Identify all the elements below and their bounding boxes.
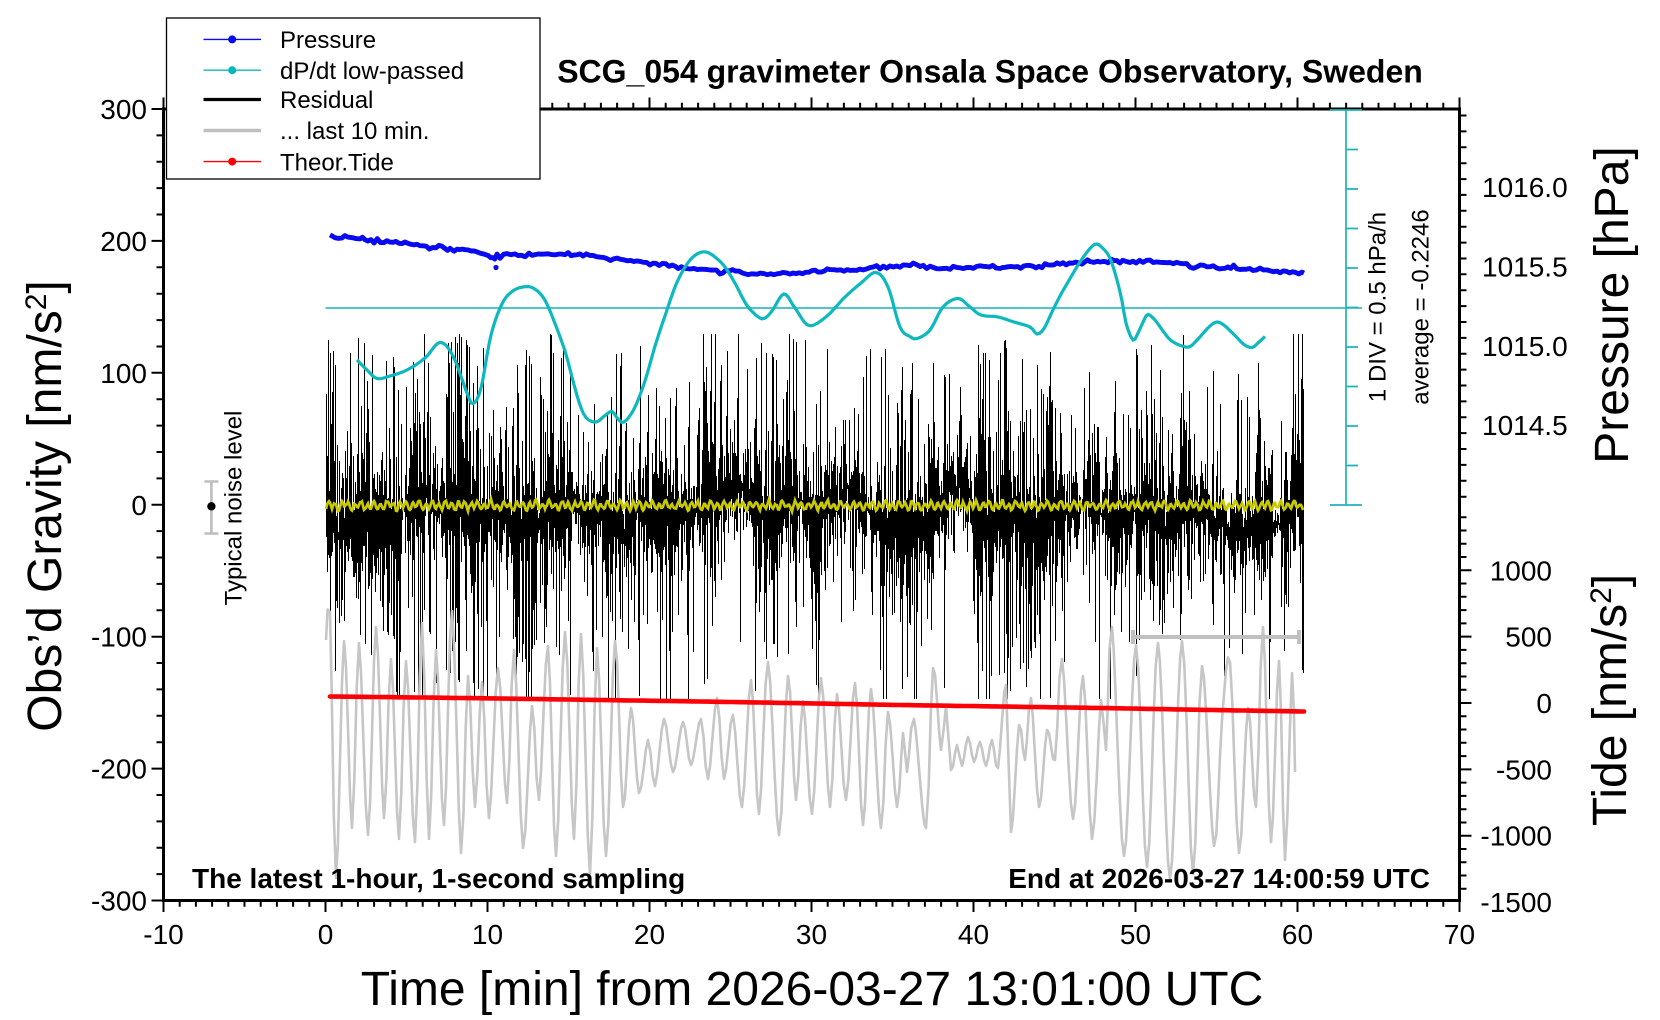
- svg-text:average = -0.2246: average = -0.2246: [1408, 209, 1435, 404]
- svg-text:1016.0: 1016.0: [1482, 172, 1568, 203]
- svg-text:-500: -500: [1496, 754, 1552, 785]
- svg-text:End at 2026-03-27 14:00:59 UTC: End at 2026-03-27 14:00:59 UTC: [1008, 863, 1430, 894]
- svg-text:30: 30: [796, 919, 827, 950]
- svg-text:Obs’d Gravity [nm/s2]: Obs’d Gravity [nm/s2]: [19, 280, 72, 731]
- svg-text:50: 50: [1120, 919, 1151, 950]
- svg-text:200: 200: [100, 226, 147, 257]
- svg-text:Pressure: Pressure: [280, 27, 376, 54]
- svg-text:Time [min] from 2026-03-27 13:: Time [min] from 2026-03-27 13:01:00 UTC: [361, 963, 1264, 1016]
- svg-text:SCG_054 gravimeter Onsala Spac: SCG_054 gravimeter Onsala Space Observat…: [557, 54, 1423, 90]
- svg-text:-200: -200: [91, 754, 147, 785]
- svg-text:1 DIV = 0.5 hPa/h: 1 DIV = 0.5 hPa/h: [1365, 212, 1392, 402]
- svg-text:40: 40: [958, 919, 989, 950]
- svg-text:10: 10: [472, 919, 503, 950]
- svg-text:1014.5: 1014.5: [1482, 410, 1568, 441]
- svg-text:20: 20: [634, 919, 665, 950]
- svg-text:0: 0: [131, 490, 147, 521]
- svg-text:1000: 1000: [1490, 555, 1552, 586]
- svg-text:dP/dt low-passed: dP/dt low-passed: [280, 58, 464, 85]
- svg-text:-100: -100: [91, 622, 147, 653]
- svg-text:Residual: Residual: [280, 87, 373, 114]
- svg-text:Theor.Tide: Theor.Tide: [280, 149, 394, 176]
- svg-text:-300: -300: [91, 886, 147, 917]
- svg-text:300: 300: [100, 94, 147, 125]
- svg-text:... last 10 min.: ... last 10 min.: [280, 118, 429, 145]
- svg-text:Pressure [hPa]: Pressure [hPa]: [1586, 146, 1639, 463]
- svg-text:Typical noise level: Typical noise level: [221, 411, 248, 606]
- svg-text:0: 0: [318, 919, 334, 950]
- svg-text:500: 500: [1505, 622, 1552, 653]
- svg-text:100: 100: [100, 358, 147, 389]
- svg-text:-1000: -1000: [1480, 821, 1552, 852]
- svg-text:1015.0: 1015.0: [1482, 331, 1568, 362]
- svg-text:-1500: -1500: [1480, 887, 1552, 918]
- svg-text:1015.5: 1015.5: [1482, 251, 1568, 282]
- svg-text:70: 70: [1444, 919, 1475, 950]
- svg-text:0: 0: [1536, 688, 1552, 719]
- svg-text:-10: -10: [143, 919, 183, 950]
- svg-text:Tide [nm/s2]: Tide [nm/s2]: [1584, 574, 1637, 826]
- svg-text:The latest 1-hour, 1-second sa: The latest 1-hour, 1-second sampling: [192, 863, 685, 894]
- svg-text:60: 60: [1282, 919, 1313, 950]
